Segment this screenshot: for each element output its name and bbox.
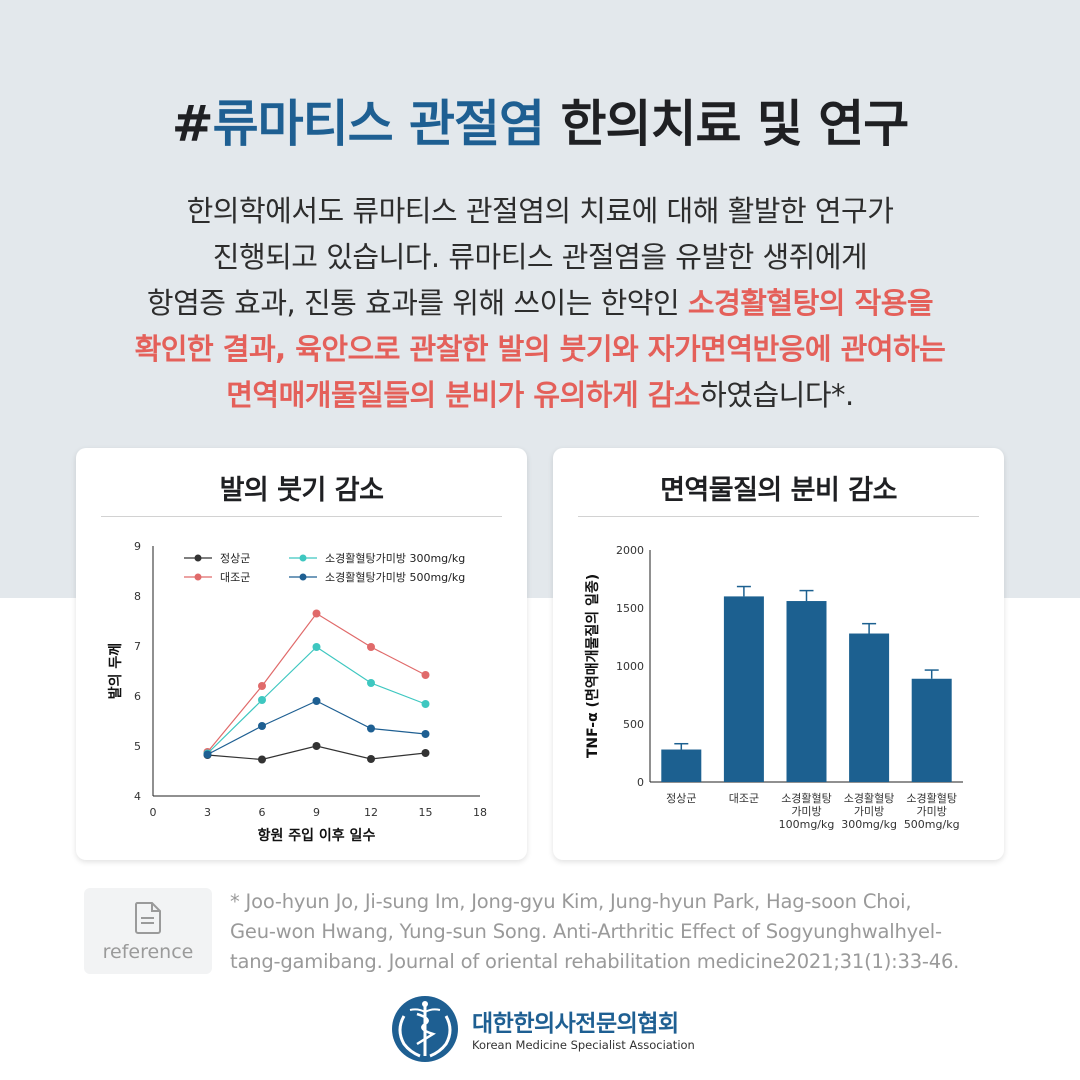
data-point-s0-4 <box>421 749 430 757</box>
reference-badge: reference <box>84 888 212 974</box>
y-tick-label-4: 2000 <box>616 544 644 557</box>
data-point-s2-3 <box>367 679 375 687</box>
legend-marker-0 <box>194 554 202 562</box>
data-point-s2-1 <box>258 696 266 704</box>
intro-line-1: 한의학에서도 류마티스 관절염의 치료에 대해 활발한 연구가 <box>186 194 894 228</box>
y-tick-label-2: 1000 <box>616 660 644 673</box>
y-tick-label-1: 500 <box>623 718 644 731</box>
category-label-2-0: 소경활혈탕 <box>781 791 832 805</box>
x-tick-label-0: 0 <box>150 806 157 819</box>
legend-marker-2 <box>299 554 307 562</box>
category-label-4-1: 가미방 <box>917 805 947 818</box>
intro-line-3-plain: 항염증 효과, 진통 효과를 위해 쓰이는 한약인 <box>146 286 688 320</box>
y-tick-label-5: 9 <box>134 540 141 553</box>
legend-label-0: 정상군 <box>220 552 250 565</box>
page-title: #류마티스 관절염 한의치료 및 연구 <box>0 84 1080 156</box>
swelling-chart-title: 발의 붓기 감소 <box>219 475 384 506</box>
title-prefix: # <box>171 95 214 153</box>
data-point-s0-3 <box>367 755 375 763</box>
caduceus-logo-icon <box>392 996 458 1062</box>
category-label-0-0: 정상군 <box>666 792 696 805</box>
data-point-s3-3 <box>367 724 375 733</box>
data-point-s1-1 <box>258 682 266 690</box>
tnf-bar-chart: 0 500 1000 1500 2000 TNF-α (면역매개물질의 일종) 정상군 대조군… <box>584 544 963 831</box>
x-axis-label: 항원 주입 이후 일수 <box>258 827 376 844</box>
bar-4 <box>911 678 952 782</box>
swelling-chart-card: 발의 붓기 감소 4 5 6 7 8 9 0 3 6 9 12 15 18 항원 주입 이후 일수 발의 두… <box>76 448 527 860</box>
tnf-chart-title: 면역물질의 분비 감소 <box>660 475 897 506</box>
y-tick-label-1: 5 <box>134 740 141 753</box>
data-point-s1-3 <box>367 643 375 651</box>
data-point-s3-2 <box>312 697 321 705</box>
intro-line-2: 진행되고 있습니다. 류마티스 관절염을 유발한 생쥐에게 <box>212 240 868 274</box>
logo-name-english: Korean Medicine Specialist Association <box>472 1038 695 1052</box>
data-point-s3-0 <box>203 750 212 759</box>
reference-line-2: Geu-won Hwang, Yung-sun Song. Anti-Arthr… <box>230 920 942 943</box>
logo-name-korean: 대한한의사전문의협회 <box>472 1011 679 1037</box>
data-point-s0-1 <box>258 755 266 764</box>
bar-1 <box>723 596 764 782</box>
category-label-4-2: 500mg/kg <box>904 818 960 831</box>
category-label-4-0: 소경활혈탕 <box>906 791 957 805</box>
category-label-3-2: 300mg/kg <box>841 818 897 831</box>
intro-line-3-highlight: 소경활혈탕의 작용을 <box>687 286 934 320</box>
legend-marker-1 <box>194 573 202 581</box>
y-tick-label-2: 6 <box>134 690 141 703</box>
x-tick-label-4: 12 <box>364 806 378 819</box>
category-label-1-0: 대조군 <box>729 792 759 805</box>
bar-0 <box>661 749 702 782</box>
intro-line-5: 면역매개물질들의 분비가 유의하게 감소하였습니다*. <box>40 372 1040 418</box>
data-point-s2-2 <box>312 643 321 651</box>
category-label-3-0: 소경활혈탕 <box>844 791 895 805</box>
category-label-2-1: 가미방 <box>791 805 821 818</box>
tnf-chart-divider <box>578 516 979 517</box>
x-tick-label-3: 9 <box>313 806 320 819</box>
reference-line-1: * Joo-hyun Jo, Ji-sung Im, Jong-gyu Kim,… <box>230 890 912 913</box>
data-point-s3-1 <box>258 722 266 730</box>
intro-line-3: 항염증 효과, 진통 효과를 위해 쓰이는 한약인 소경활혈탕의 작용을 <box>40 280 1040 326</box>
category-label-2-2: 100mg/kg <box>779 818 835 831</box>
x-tick-label-1: 3 <box>204 806 211 819</box>
x-tick-label-2: 6 <box>259 806 266 819</box>
legend-label-1: 대조군 <box>220 571 250 584</box>
tnf-chart-card: 면역물질의 분비 감소 0 500 1000 1500 2000 TNF-α (면역매개물… <box>553 448 1004 860</box>
legend-marker-3 <box>299 573 307 581</box>
x-tick-label-5: 15 <box>419 806 433 819</box>
y-tick-label-3: 7 <box>134 640 141 653</box>
intro-line-4-highlight: 확인한 결과, 육안으로 관찰한 발의 붓기와 자가면역반응에 관여하는 <box>134 332 946 366</box>
bar-2 <box>786 601 827 782</box>
intro-paragraph: 한의학에서도 류마티스 관절염의 치료에 대해 활발한 연구가 진행되고 있습니… <box>40 188 1040 418</box>
y-tick-label-0: 0 <box>637 776 644 789</box>
legend-label-3: 소경활혈탕가미방 500mg/kg <box>325 570 465 584</box>
intro-line-5-plain: 하였습니다*. <box>700 378 854 412</box>
document-icon <box>134 902 161 934</box>
data-point-s3-4 <box>421 730 430 738</box>
reference-line-3: tang-gamibang. Journal of oriental rehab… <box>230 950 960 973</box>
y-axis-label: TNF-α (면역매개물질의 일종) <box>584 574 601 758</box>
legend-label-2: 소경활혈탕가미방 300mg/kg <box>325 551 465 565</box>
data-point-s2-4 <box>421 700 430 708</box>
y-tick-label-4: 8 <box>134 590 141 603</box>
data-point-s1-4 <box>421 671 430 679</box>
data-point-s0-2 <box>312 742 321 750</box>
category-label-3-1: 가미방 <box>854 805 884 818</box>
title-accent: 류마티스 관절염 <box>212 95 545 153</box>
y-tick-label-0: 4 <box>134 790 141 803</box>
y-axis-label: 발의 두께 <box>107 643 124 699</box>
reference-citation: * Joo-hyun Jo, Ji-sung Im, Jong-gyu Kim,… <box>230 887 1030 977</box>
reference-label: reference <box>102 941 194 963</box>
x-tick-label-6: 18 <box>473 806 487 819</box>
intro-line-5-highlight: 면역매개물질들의 분비가 유의하게 감소 <box>226 378 701 412</box>
title-rest: 한의치료 및 연구 <box>544 95 909 153</box>
y-tick-label-3: 1500 <box>616 602 644 615</box>
bar-3 <box>849 633 890 782</box>
swelling-chart-divider <box>101 516 502 517</box>
data-point-s1-2 <box>312 609 321 618</box>
